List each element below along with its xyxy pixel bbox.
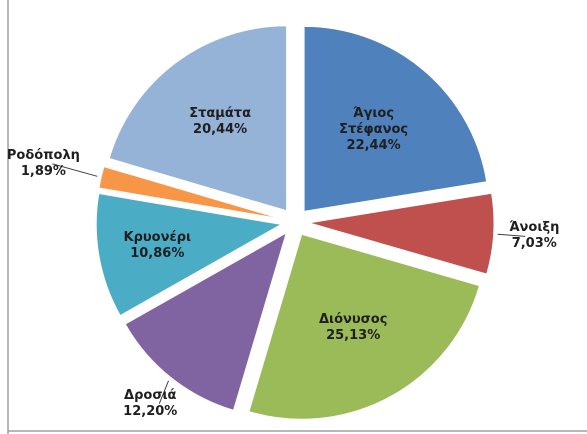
category: Διόνυσος (318, 312, 388, 328)
leader-line (52, 163, 98, 177)
category: Ροδόπολη (6, 147, 80, 163)
leader-line (497, 233, 526, 237)
pie-slice (124, 231, 288, 411)
value-label: 22,44% (346, 137, 401, 153)
slice-label: Άγιος Στέφανος 22,44% (326, 106, 422, 154)
pie-slice (95, 192, 283, 317)
value-label: 1,89% (20, 163, 66, 179)
slice-label: Άνοιξη 7,03% (509, 220, 559, 252)
pie-slice (308, 192, 495, 275)
value-label: 12,20% (123, 403, 178, 419)
category: Άνοιξη (509, 220, 560, 236)
category: Κρυονέρι (123, 230, 192, 246)
slice-label: Διόνυσος 25,13% (319, 312, 387, 344)
leader-line (158, 380, 169, 404)
value-label: 25,13% (326, 328, 381, 344)
category: Δροσιά (124, 387, 177, 403)
value-label: 20,44% (193, 121, 248, 137)
category: Σταμάτα (189, 105, 252, 121)
pie-slice (98, 165, 282, 220)
slice-label: Σταμάτα 20,44% (189, 106, 251, 138)
value-label: 10,86% (130, 246, 185, 262)
pie-slice (108, 25, 288, 212)
pie-slice (248, 233, 481, 420)
slice-label: Ροδόπολη 1,89% (7, 148, 80, 180)
slice-label: Κρυονέρι 10,86% (124, 230, 192, 262)
value-label: 7,03% (511, 236, 557, 252)
pie-slice (303, 25, 488, 212)
category: Άγιος Στέφανος (339, 105, 409, 137)
slice-label: Δροσιά 12,20% (123, 388, 177, 420)
